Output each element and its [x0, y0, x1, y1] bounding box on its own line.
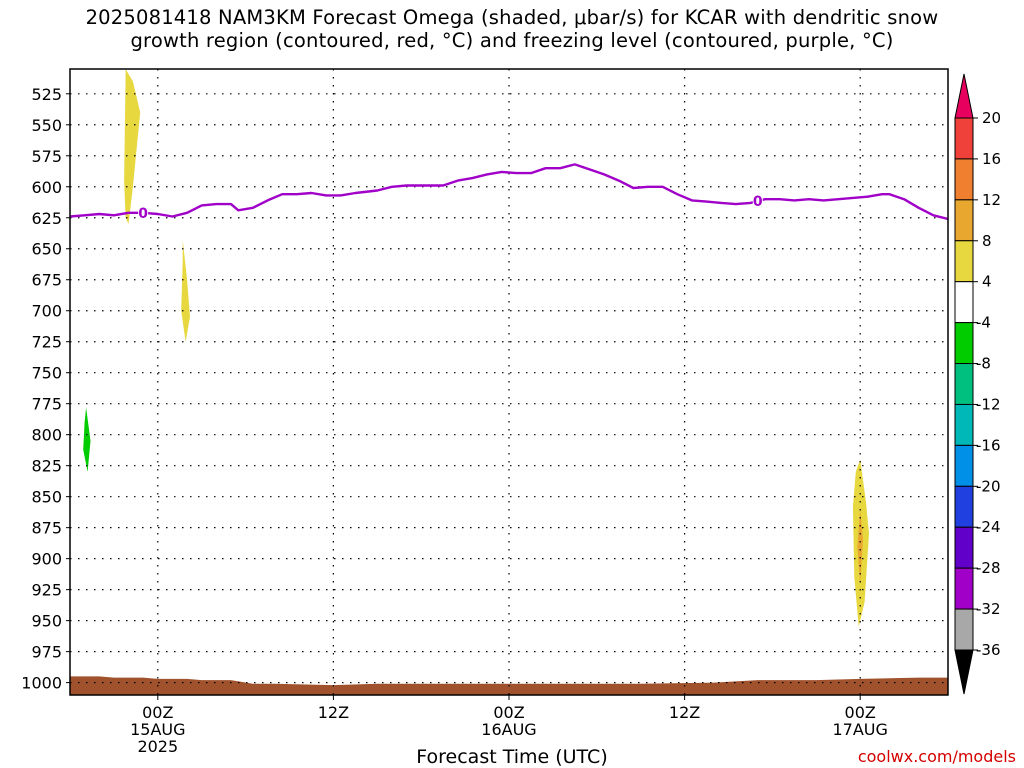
colorbar-label-5: 4	[982, 273, 992, 291]
y-tick-label-625: 625	[31, 209, 62, 228]
contour-labels: 00	[138, 193, 763, 222]
y-tick-label-800: 800	[31, 426, 62, 445]
omega-region-3	[83, 407, 91, 472]
colorbar-label-11: -24	[976, 518, 1001, 536]
colorbar-label-2: 16	[982, 150, 1001, 168]
y-axis: 525 550 575 600 625 650 675 700 725 750 775 800 825 8…	[21, 85, 70, 693]
colorbar-box-3	[954, 199, 974, 242]
x-tick-label-6-1: 00Z	[142, 703, 173, 722]
chart-title-line-1: 2025081418 NAM3KM Forecast Omega (shaded…	[85, 6, 939, 29]
y-tick-label-700: 700	[31, 302, 62, 321]
colorbar-label-8: -12	[976, 395, 1001, 413]
freezing-level-line	[70, 163, 948, 221]
colorbar-label-6: -4	[976, 314, 991, 332]
x-tick-label-54-1: 00Z	[845, 703, 876, 722]
y-tick-label-725: 725	[31, 333, 62, 352]
colorbar-top-arrow	[954, 73, 974, 119]
x-axis-title: Forecast Time (UTC)	[416, 746, 608, 768]
y-tick-label-1000: 1000	[21, 674, 62, 693]
y-tick-label-525: 525	[31, 85, 62, 104]
colorbar-box-9	[954, 444, 974, 487]
y-tick-label-575: 575	[31, 147, 62, 166]
colorbar-bottom-arrow	[954, 649, 974, 695]
y-tick-label-925: 925	[31, 581, 62, 600]
colorbar-box-7	[954, 363, 974, 405]
colorbar-box-13	[954, 608, 974, 651]
colorbar-box-11	[954, 526, 974, 569]
colorbar-box-1	[954, 117, 974, 160]
x-tick-label-30-1: 00Z	[493, 703, 524, 722]
colorbar-label-4: 8	[982, 232, 992, 250]
omega-shading	[83, 69, 869, 627]
freezing-label-2: 0	[753, 194, 763, 210]
colorbar-box-12	[954, 567, 974, 610]
grid-lines	[70, 69, 948, 695]
colorbar-label-13: -32	[976, 600, 1001, 618]
omega-region-1	[124, 69, 141, 224]
y-tick-label-850: 850	[31, 488, 62, 507]
x-tick-label-42-1: 12Z	[669, 703, 700, 722]
chart-title: 2025081418 NAM3KM Forecast Omega (shaded…	[0, 6, 1024, 52]
colorbar-box-10	[954, 485, 974, 528]
y-tick-label-875: 875	[31, 519, 62, 538]
omega-region-2	[181, 240, 190, 342]
y-tick-label-950: 950	[31, 612, 62, 631]
x-tick-label-30-2: 16AUG	[481, 720, 536, 739]
freezing-level-layer	[70, 163, 948, 221]
x-tick-label-18-1: 12Z	[318, 703, 349, 722]
colorbar-label-3: 12	[982, 191, 1001, 209]
colorbar-label-12: -28	[976, 559, 1001, 577]
colorbar-box-6	[954, 322, 974, 365]
x-tick-label-6-2: 15AUG	[130, 720, 185, 739]
colorbar-box-4	[954, 240, 974, 283]
freezing-label-bg-1	[138, 204, 149, 221]
omega-region-5	[857, 509, 864, 584]
colorbar-box-8	[954, 403, 974, 446]
colorbar-box-2	[954, 158, 974, 201]
x-tick-label-6-3: 2025	[137, 737, 178, 756]
plot-area	[70, 69, 948, 695]
y-tick-label-750: 750	[31, 364, 62, 383]
colorbar-label-9: -16	[976, 436, 1001, 454]
x-tick-label-54-2: 17AUG	[832, 720, 887, 739]
colorbar-label-10: -20	[976, 477, 1001, 495]
y-tick-label-550: 550	[31, 116, 62, 135]
chart-title-line-2: growth region (contoured, red, °C) and f…	[130, 29, 894, 52]
watermark-link[interactable]: coolwx.com/models	[857, 747, 1016, 766]
y-tick-label-975: 975	[31, 643, 62, 662]
colorbar: 20 16 12 8 4 -4 -8 -12 -16 -20 -24 -28 -32 -36	[954, 73, 1001, 695]
freezing-label-1: 0	[138, 206, 148, 222]
colorbar-box-5	[954, 281, 974, 324]
y-tick-label-900: 900	[31, 550, 62, 569]
y-tick-label-650: 650	[31, 240, 62, 259]
y-tick-label-675: 675	[31, 271, 62, 290]
y-tick-label-825: 825	[31, 457, 62, 476]
colorbar-label-14: -36	[976, 641, 1001, 659]
y-tick-label-775: 775	[31, 395, 62, 414]
freezing-label-bg-2	[752, 193, 763, 210]
y-tick-label-600: 600	[31, 178, 62, 197]
colorbar-label-7: -8	[976, 355, 991, 373]
colorbar-label-1: 20	[982, 109, 1001, 127]
